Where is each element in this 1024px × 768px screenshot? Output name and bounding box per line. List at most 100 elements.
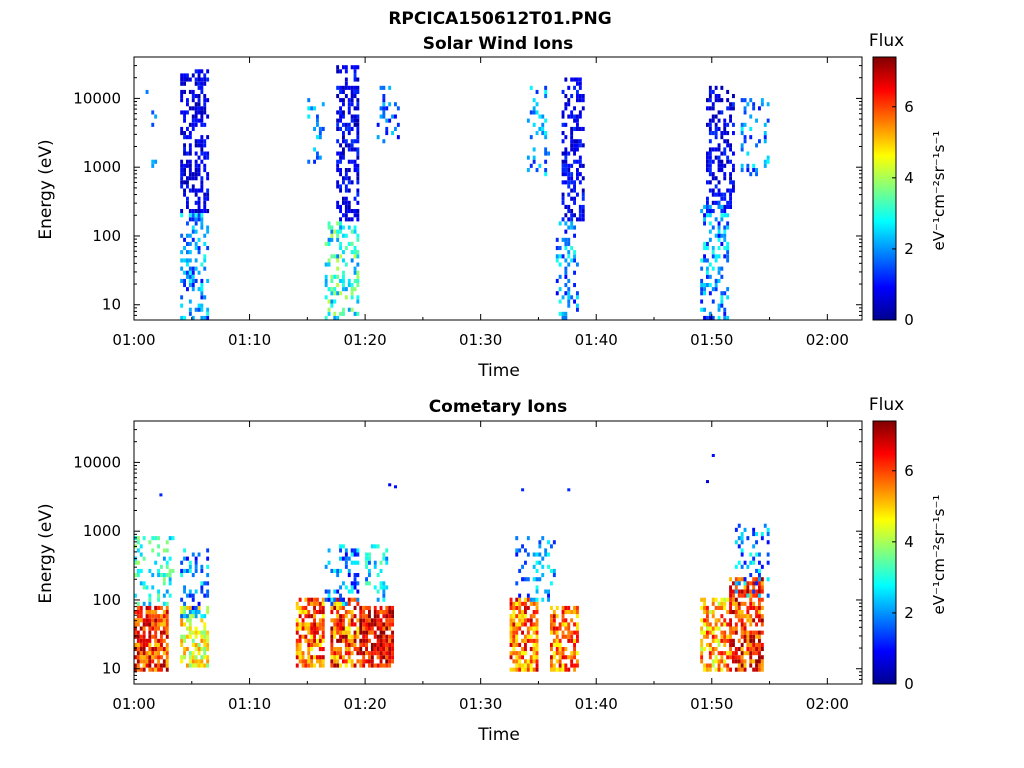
heatmap-cell: [350, 114, 354, 119]
heatmap-cell: [711, 89, 715, 94]
heatmap-cell: [180, 315, 184, 320]
heatmap-cell: [755, 593, 758, 598]
heatmap-cell: [743, 139, 747, 144]
heatmap-cell: [344, 65, 348, 70]
heatmap-blob: [359, 605, 394, 668]
heatmap-cell: [307, 106, 311, 111]
heatmap-cell: [304, 605, 308, 610]
heatmap-cell: [330, 299, 334, 304]
heatmap-cell: [194, 77, 198, 82]
heatmap-cell: [729, 147, 732, 152]
heatmap-cell: [561, 663, 565, 668]
heatmap-cell: [515, 667, 519, 672]
heatmap-cell: [139, 581, 143, 586]
heatmap-cell: [706, 622, 709, 627]
heatmap-cell: [139, 647, 143, 652]
heatmap-cell: [561, 655, 565, 660]
heatmap-cell: [356, 233, 360, 238]
heatmap-cell: [720, 135, 724, 140]
heatmap-cell: [330, 638, 334, 643]
heatmap-cell: [165, 642, 169, 647]
heatmap-cell: [576, 118, 579, 123]
heatmap-cell: [330, 568, 334, 573]
heatmap-cell: [515, 601, 519, 606]
heatmap-cell: [339, 630, 342, 635]
heatmap-cell: [567, 204, 571, 209]
heatmap-cell: [385, 642, 389, 647]
heatmap-cell: [711, 106, 715, 111]
heatmap-cell: [339, 159, 342, 164]
heatmap-cell: [194, 168, 198, 173]
heatmap-cell: [555, 278, 559, 283]
heatmap-cell: [162, 638, 166, 643]
heatmap-cell: [194, 221, 198, 226]
heatmap-cell: [183, 610, 186, 615]
heatmap-cell: [136, 655, 140, 660]
heatmap-cell: [165, 589, 169, 594]
heatmap-cell: [752, 102, 756, 107]
heatmap-cell: [342, 626, 345, 631]
heatmap-cell: [720, 638, 724, 643]
heatmap-cell: [186, 204, 189, 209]
heatmap-cell: [573, 233, 576, 238]
heatmap-cell: [183, 188, 186, 193]
heatmap-cell: [714, 85, 718, 90]
heatmap-cell: [714, 258, 718, 263]
heatmap-cell: [376, 642, 380, 647]
heatmap-cell: [200, 278, 204, 283]
heatmap-cell: [726, 315, 730, 320]
heatmap-cell: [538, 552, 542, 557]
heatmap-cell: [564, 122, 568, 127]
heatmap-cell: [550, 647, 553, 652]
heatmap-cell: [538, 114, 542, 119]
heatmap-cell: [737, 655, 741, 660]
heatmap-cell: [561, 634, 565, 639]
heatmap-cell: [717, 143, 721, 148]
heatmap-cell: [726, 246, 730, 251]
heatmap-cell: [339, 168, 342, 173]
heatmap-cell: [336, 118, 340, 123]
heatmap-cell: [356, 299, 360, 304]
heatmap-cell: [339, 155, 342, 160]
heatmap-cell: [180, 659, 184, 664]
heatmap-cell: [726, 667, 730, 672]
heatmap-cell: [720, 605, 724, 610]
heatmap-cell: [515, 651, 519, 656]
heatmap-cell: [165, 540, 169, 545]
heatmap-cell: [188, 168, 192, 173]
heatmap-cell: [368, 626, 371, 631]
heatmap-point: [394, 485, 397, 489]
heatmap-cell: [535, 560, 539, 565]
heatmap-cell: [139, 610, 143, 615]
heatmap-cell: [139, 655, 143, 660]
heatmap-cell: [157, 655, 160, 660]
heatmap-cell: [191, 184, 195, 189]
heatmap-cell: [763, 135, 767, 140]
heatmap-cell: [379, 610, 383, 615]
heatmap-cell: [717, 307, 721, 312]
heatmap-cell: [758, 663, 761, 668]
heatmap-cell: [347, 642, 351, 647]
heatmap-cell: [206, 307, 210, 312]
heatmap-cell: [524, 622, 527, 627]
heatmap-cell: [714, 626, 718, 631]
heatmap-cell: [555, 638, 559, 643]
heatmap-cell: [561, 622, 565, 627]
heatmap-cell: [316, 601, 319, 606]
heatmap-cell: [142, 642, 146, 647]
heatmap-cell: [717, 204, 721, 209]
heatmap-cell: [330, 642, 334, 647]
heatmap-cell: [203, 94, 207, 99]
heatmap-cell: [550, 568, 553, 573]
heatmap-cell: [313, 597, 316, 602]
heatmap-cell: [157, 573, 160, 578]
heatmap-cell: [743, 106, 747, 111]
heatmap-cell: [521, 655, 524, 660]
heatmap-cell: [561, 151, 565, 156]
heatmap-cell: [188, 77, 192, 82]
heatmap-cell: [529, 647, 533, 652]
heatmap-cell: [714, 94, 718, 99]
heatmap-cell: [752, 601, 756, 606]
heatmap-cell: [706, 605, 709, 610]
heatmap-cell: [382, 647, 386, 652]
